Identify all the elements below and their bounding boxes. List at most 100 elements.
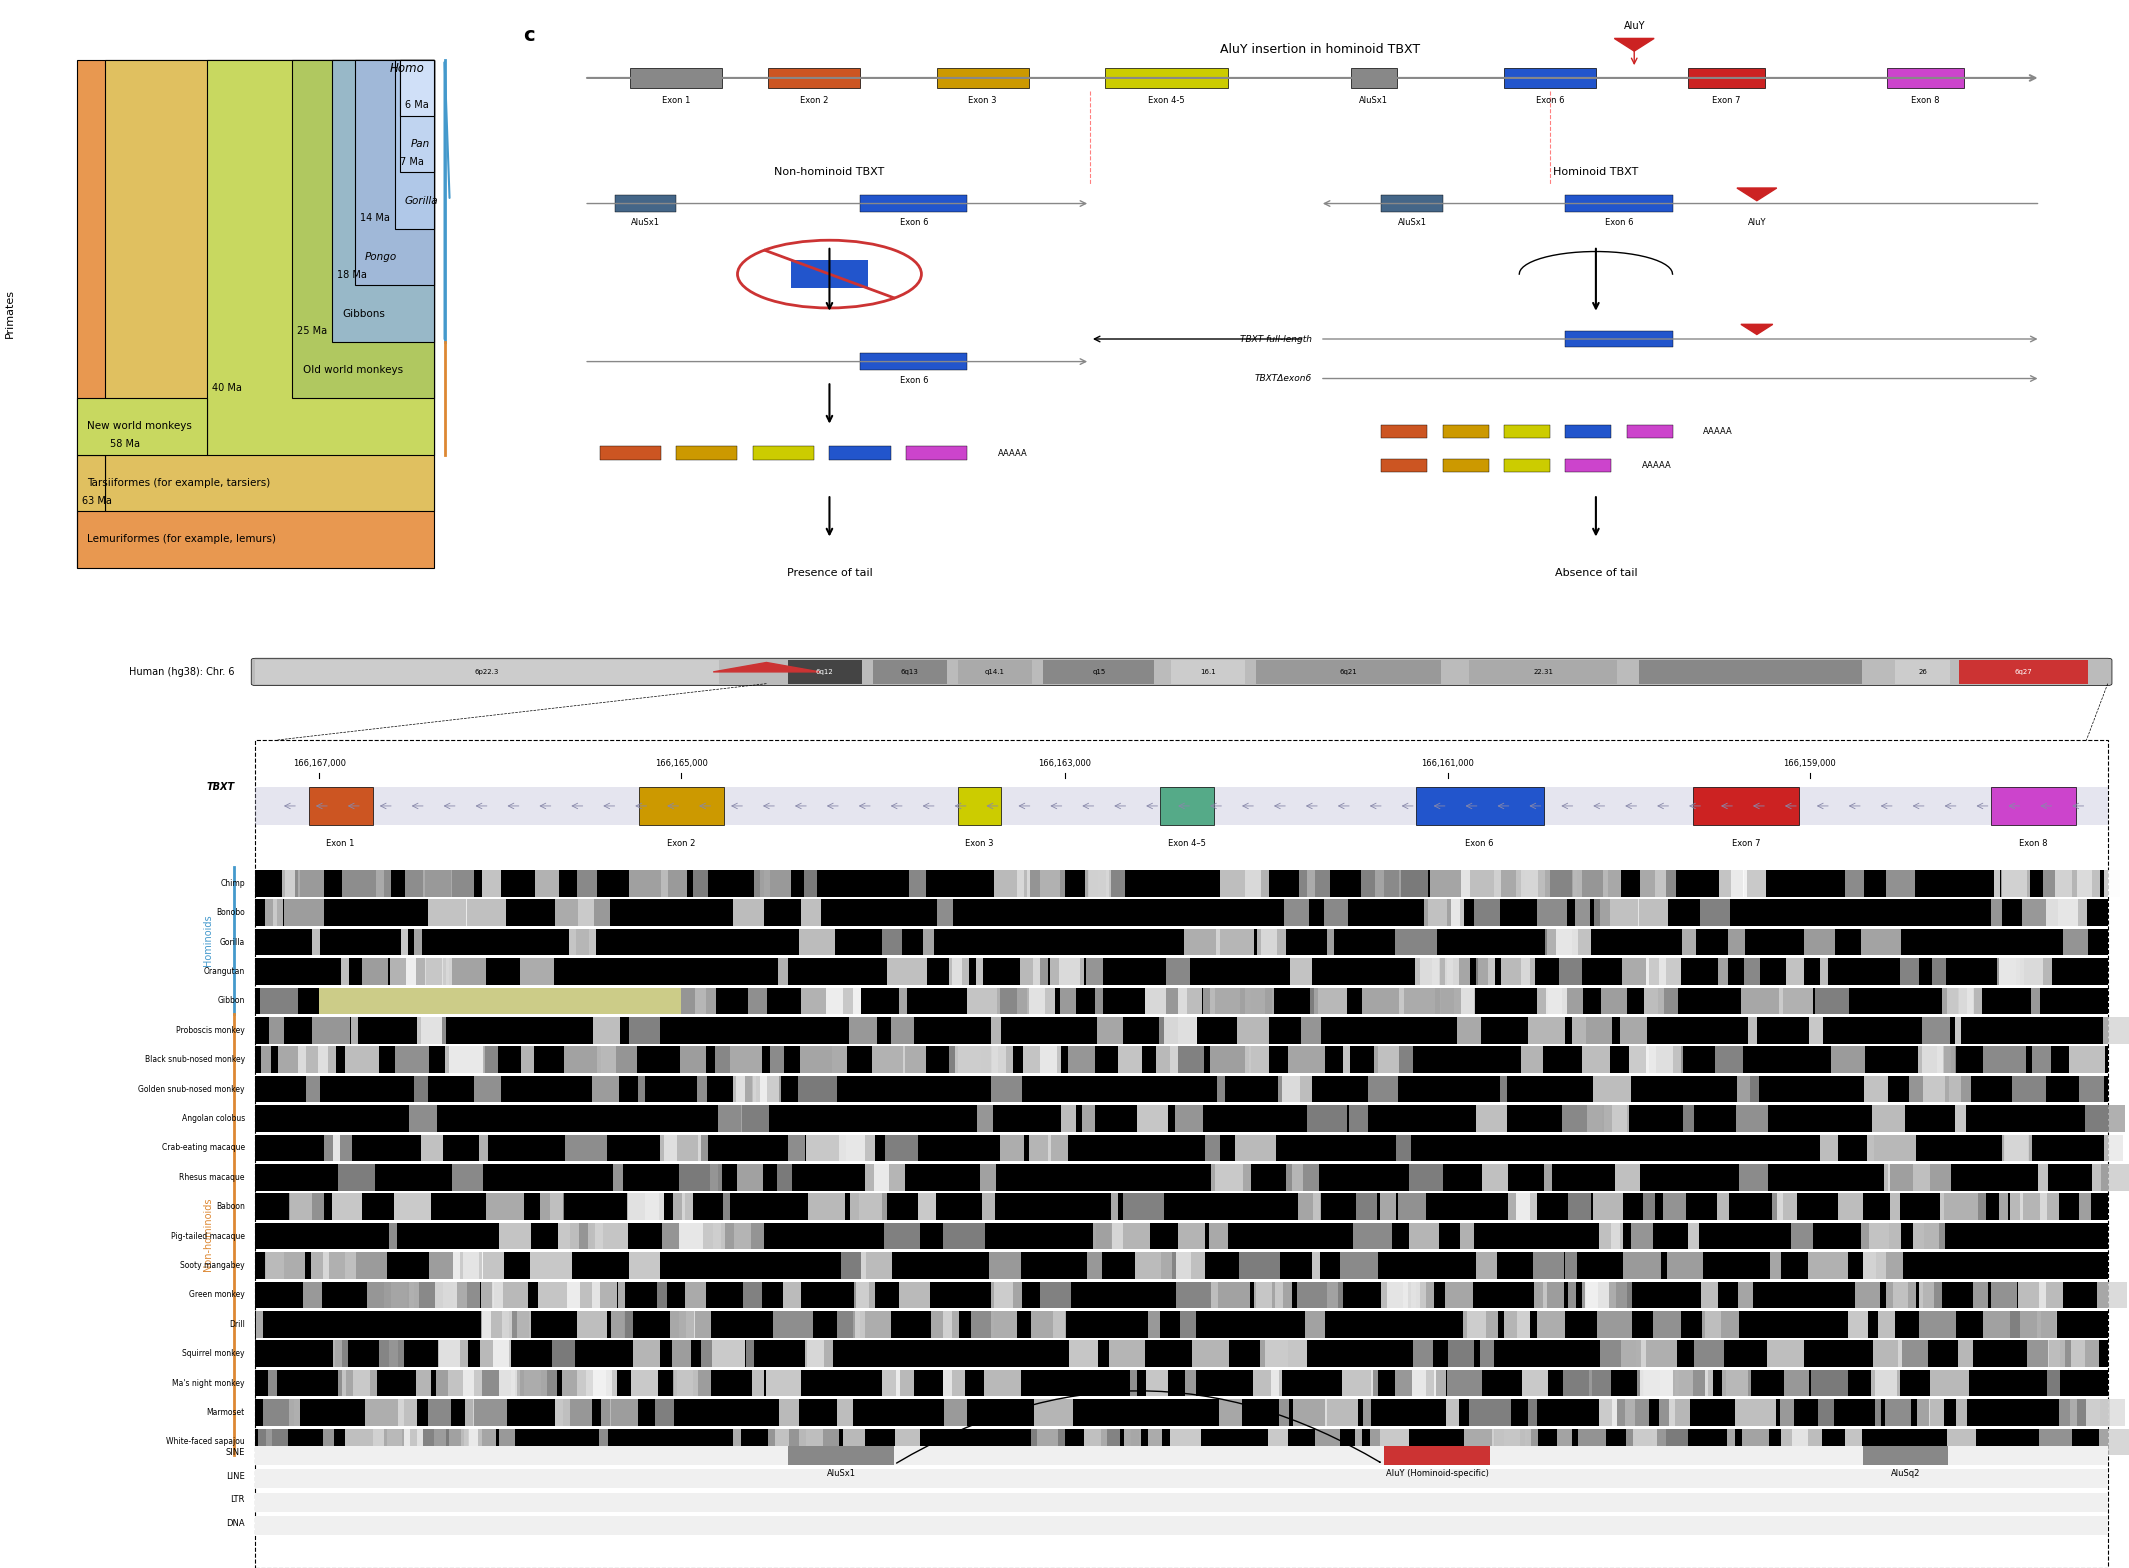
Bar <box>1460 870 1469 897</box>
Bar <box>387 1428 402 1455</box>
Bar <box>577 870 596 897</box>
Bar <box>1167 958 1190 985</box>
Bar <box>445 1046 485 1073</box>
Text: 166,159,000: 166,159,000 <box>1784 759 1835 768</box>
Bar <box>990 1253 1020 1279</box>
Bar <box>1654 870 1676 897</box>
Bar <box>1412 1281 1433 1308</box>
Bar <box>600 1046 615 1073</box>
Bar <box>1918 1311 1957 1338</box>
Bar <box>255 1516 2108 1535</box>
Bar <box>1846 1428 1863 1455</box>
Bar <box>1722 1370 1748 1397</box>
Text: Exon 7: Exon 7 <box>1712 96 1739 105</box>
Bar <box>1311 1253 1320 1279</box>
Bar <box>903 1046 926 1073</box>
Bar <box>255 1446 2108 1465</box>
Bar <box>658 1281 666 1308</box>
Bar <box>298 870 324 897</box>
Text: Exon 6: Exon 6 <box>901 376 928 384</box>
Bar <box>1148 1428 1162 1455</box>
Bar <box>534 870 560 897</box>
Bar <box>1771 1253 1782 1279</box>
Bar <box>1667 1253 1703 1279</box>
Bar <box>1446 1399 1458 1425</box>
Bar <box>1673 1046 1684 1073</box>
Bar <box>502 988 511 1014</box>
Bar <box>1714 1046 1744 1073</box>
Bar <box>1239 1253 1280 1279</box>
Bar <box>741 1105 769 1132</box>
Bar <box>807 1135 845 1160</box>
Bar <box>1699 900 1729 925</box>
Bar <box>1118 1046 1141 1073</box>
Bar <box>324 1135 351 1160</box>
Text: Sooty mangabey: Sooty mangabey <box>181 1261 245 1270</box>
Bar <box>1575 900 1590 925</box>
Bar <box>2084 1105 2125 1132</box>
Bar <box>394 60 434 229</box>
Bar <box>481 870 500 897</box>
Bar <box>1026 870 1064 897</box>
Bar <box>453 1281 481 1308</box>
Bar <box>462 1253 479 1279</box>
Bar <box>1982 1311 2010 1338</box>
Bar <box>698 1135 709 1160</box>
Bar <box>1047 1135 1069 1160</box>
Bar <box>1546 988 1567 1014</box>
Bar <box>2059 1399 2078 1425</box>
Bar <box>492 1341 511 1367</box>
Bar <box>1280 1399 1288 1425</box>
Bar <box>1452 900 1465 925</box>
Bar <box>511 1370 541 1397</box>
Bar <box>1018 870 1024 897</box>
Bar <box>273 900 283 925</box>
Bar <box>530 1253 573 1279</box>
Bar <box>1918 1281 1933 1308</box>
Text: AluY: AluY <box>1748 218 1767 227</box>
Bar <box>1339 1253 1377 1279</box>
Bar <box>2037 1163 2048 1190</box>
Bar <box>1520 1046 1544 1073</box>
Bar <box>1446 1281 1473 1308</box>
Bar <box>443 1281 466 1308</box>
Bar <box>479 1135 488 1160</box>
Bar <box>473 1076 500 1102</box>
Text: Exon 4-5: Exon 4-5 <box>1148 96 1186 105</box>
Bar <box>339 1370 345 1397</box>
Bar <box>417 1428 445 1455</box>
Bar <box>453 988 473 1014</box>
Bar <box>1209 1223 1228 1250</box>
Bar <box>1869 1253 1903 1279</box>
Bar <box>1026 988 1054 1014</box>
Bar <box>1918 1046 1944 1073</box>
Bar <box>2023 900 2061 925</box>
Bar <box>1652 1428 1688 1455</box>
Bar <box>611 1311 624 1338</box>
Bar <box>539 1281 579 1308</box>
Text: 166,161,000: 166,161,000 <box>1422 759 1473 768</box>
Bar <box>332 60 434 342</box>
Bar <box>1382 459 1426 472</box>
Text: AluY (Hominoid-specific): AluY (Hominoid-specific) <box>1386 1469 1488 1479</box>
Bar <box>255 900 2108 925</box>
Bar <box>1565 1253 1578 1279</box>
Bar <box>1688 1223 1699 1250</box>
Bar <box>417 1018 443 1044</box>
Bar <box>724 1193 730 1220</box>
Bar <box>801 1046 832 1073</box>
Bar <box>1158 1018 1196 1044</box>
Bar <box>1584 1281 1616 1308</box>
Bar <box>319 988 681 1014</box>
Text: 16.1: 16.1 <box>1201 670 1216 674</box>
Bar <box>1810 1018 1822 1044</box>
Bar <box>1096 1018 1124 1044</box>
Text: TBXT: TBXT <box>207 782 234 792</box>
Bar <box>592 1370 611 1397</box>
Bar <box>1812 1370 1848 1397</box>
Bar <box>826 988 862 1014</box>
Bar <box>2063 928 2089 955</box>
Bar <box>1382 425 1426 437</box>
Bar <box>1537 900 1567 925</box>
Bar <box>1503 459 1550 472</box>
